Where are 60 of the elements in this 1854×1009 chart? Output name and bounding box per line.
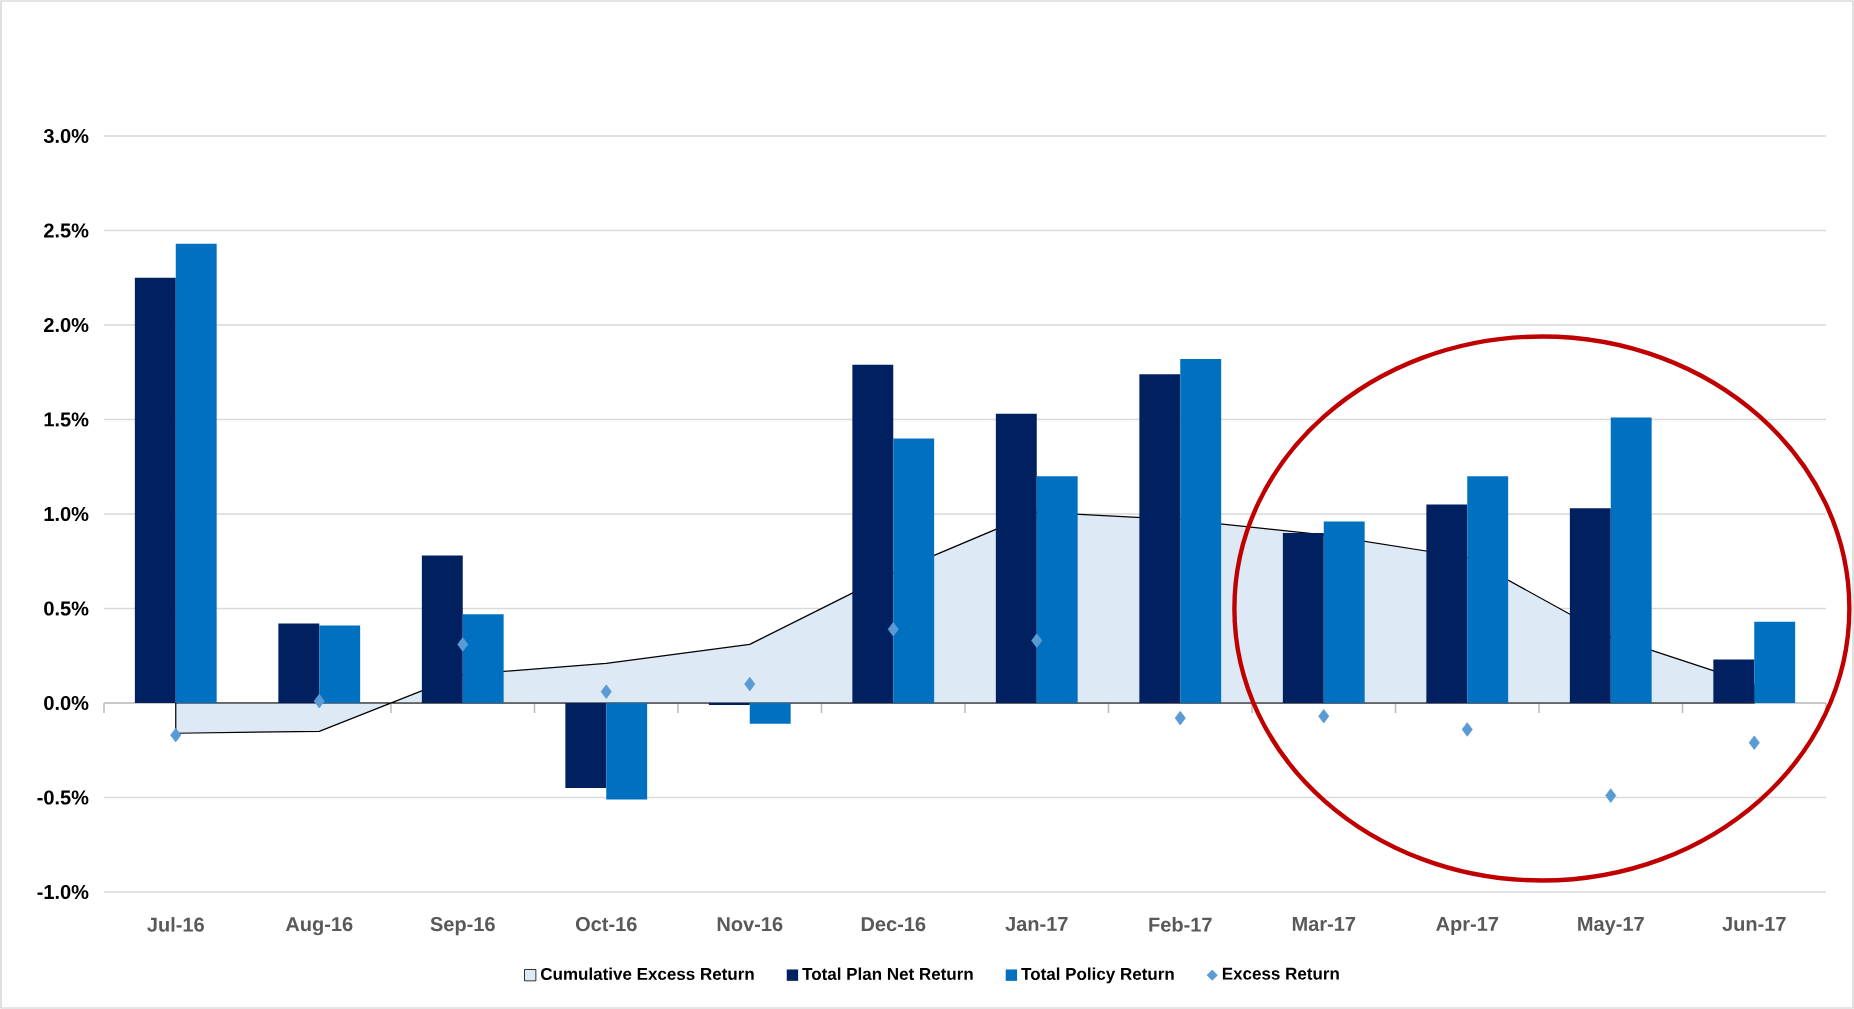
bar (1754, 621, 1796, 703)
bar (1323, 521, 1365, 703)
bar (175, 243, 217, 703)
y-tick-label: 1.5% (44, 412, 89, 427)
bar (319, 625, 361, 703)
y-tick-label: 1.0% (44, 506, 89, 522)
bar (421, 555, 463, 703)
x-tick-label: Aug-16 (285, 917, 353, 936)
legend-label: Total Plan Net Return (802, 967, 973, 980)
point (1031, 633, 1043, 648)
x-tick-label: Jan-17 (1005, 917, 1068, 932)
x-tick-label: Mar-17 (1292, 917, 1356, 932)
bar (1426, 504, 1468, 703)
bar (1036, 476, 1078, 703)
bar (1569, 508, 1611, 703)
bar (1282, 532, 1324, 703)
bar (462, 614, 504, 703)
bar (278, 623, 320, 703)
y-tick-label: -0.5% (37, 790, 89, 805)
point (1174, 710, 1186, 726)
point (1461, 722, 1473, 737)
x-tick-label: Sep-16 (430, 917, 495, 936)
x-tick-label: May-17 (1578, 917, 1644, 935)
point (887, 622, 899, 637)
point (600, 684, 612, 699)
point (313, 693, 325, 709)
point (1318, 709, 1330, 724)
bar (134, 277, 176, 703)
point (1748, 735, 1760, 750)
x-tick-label: Oct-16 (575, 917, 637, 932)
bar (749, 703, 791, 724)
bar (1139, 374, 1181, 703)
bar (1467, 476, 1509, 703)
bar (565, 703, 607, 789)
y-tick-label: -1.0% (37, 884, 89, 900)
bar (893, 438, 935, 703)
bar (1610, 417, 1652, 703)
x-tick-label: Jul-16 (147, 917, 204, 932)
legend-label: Excess Return (1222, 967, 1339, 980)
bar (995, 413, 1037, 703)
legend-label: Total Policy Return (1021, 967, 1174, 984)
y-tick-label: 2.0% (44, 317, 89, 333)
x-tick-label: Dec-16 (861, 917, 926, 932)
point (1605, 788, 1617, 803)
point (170, 727, 182, 743)
bar (1180, 359, 1222, 703)
x-tick-label: Nov-16 (717, 917, 783, 932)
point (744, 676, 756, 692)
y-tick-label: 0.0% (44, 695, 89, 711)
point (457, 637, 469, 652)
bar (1713, 659, 1755, 703)
x-tick-label: Apr-17 (1436, 917, 1499, 935)
x-tick-label: Feb-17 (1149, 917, 1212, 932)
y-tick-label: 0.5% (44, 601, 89, 616)
bar (606, 703, 648, 800)
y-tick-label: 2.5% (44, 223, 89, 238)
legend-label: Cumulative Excess Return (540, 967, 754, 980)
y-tick-label: 3.0% (43, 128, 89, 144)
bar (852, 364, 894, 703)
x-tick-label: Jun-17 (1722, 917, 1786, 932)
